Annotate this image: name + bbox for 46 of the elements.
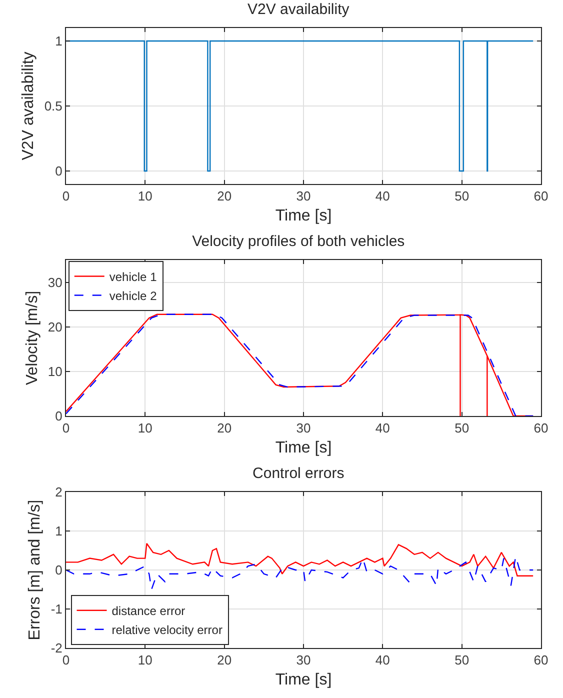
y-tick-label: 1 (55, 34, 62, 49)
line-series (66, 556, 534, 590)
x-tick-label: 30 (296, 652, 311, 668)
x-tick-label: 40 (375, 420, 390, 436)
y-tick-label: 30 (48, 274, 62, 290)
x-tick-label: 60 (534, 652, 548, 668)
y-tick-label: 0.5 (44, 98, 62, 114)
x-tick-label: 40 (375, 188, 390, 204)
x-tick-label: 50 (454, 420, 470, 436)
chart-title: Velocity profiles of both vehicles (192, 232, 405, 250)
x-axis-title: Time [s] (275, 671, 332, 688)
y-tick-label: 0 (55, 164, 62, 179)
y-tick-label: 0 (55, 408, 62, 424)
legend-label: vehicle 2 (109, 288, 158, 303)
x-tick-label: 10 (138, 188, 152, 204)
x-tick-label: 20 (217, 188, 232, 204)
y-tick-label: -2 (50, 640, 62, 656)
y-axis-title: Velocity [m/s] (24, 290, 41, 386)
y-axis-title: Errors [m] and [m/s] (26, 500, 44, 640)
x-tick-label: 50 (454, 652, 470, 668)
y-tick-label: -1 (50, 602, 62, 617)
x-tick-label: 30 (296, 420, 311, 436)
y-tick-label: 20 (48, 319, 62, 334)
y-tick-label: 1 (55, 524, 62, 539)
y-tick-label: 10 (48, 364, 62, 379)
x-tick-label: 40 (375, 652, 390, 668)
y-tick-label: 2 (55, 484, 62, 500)
x-tick-label: 10 (138, 652, 152, 668)
line-series (66, 314, 534, 416)
x-axis-title: Time [s] (275, 207, 332, 224)
x-tick-label: 20 (217, 652, 232, 668)
x-tick-label: 20 (217, 420, 232, 436)
x-tick-label: 30 (296, 188, 311, 204)
chart-title: Control errors (252, 464, 344, 482)
y-axis-title: V2V availability (20, 52, 38, 160)
x-tick-label: 60 (534, 188, 548, 204)
x-tick-label: 50 (454, 188, 470, 204)
x-tick-label: 10 (138, 420, 152, 436)
legend-label: distance error (112, 604, 186, 618)
chart-title: V2V availability (248, 0, 350, 18)
x-axis-title: Time [s] (275, 439, 332, 456)
legend-label: relative velocity error (112, 623, 222, 638)
x-tick-label: 60 (534, 420, 548, 436)
line-series (66, 542, 534, 576)
legend-label: vehicle 1 (109, 270, 158, 284)
y-tick-label: 0 (55, 562, 62, 578)
